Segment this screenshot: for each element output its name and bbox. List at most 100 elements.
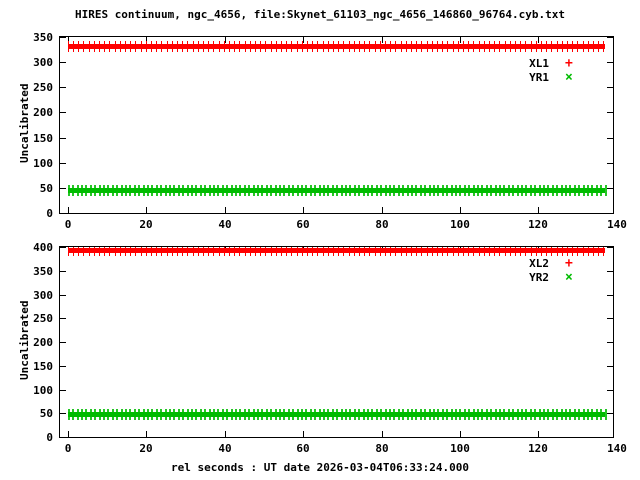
legend-marker-plus-icon: + [565,56,573,71]
x-tick-mark [146,431,147,437]
legend-entry-xl1: XL1 + [489,57,599,71]
y-tick-mark [60,247,66,248]
x-tick-mark [225,431,226,437]
x-tick-mark [538,207,539,213]
y-tick-mark [60,37,66,38]
y-tick-label: 150 [33,132,53,145]
y-tick-mark-right [607,437,613,438]
y-tick-label: 0 [46,431,53,444]
x-tick-mark-top [146,247,147,253]
y-tick-mark [60,413,66,414]
x-tick-label: 140 [607,218,627,231]
y-tick-mark [60,342,66,343]
y-tick-label: 0 [46,207,53,220]
x-tick-label: 120 [528,442,548,455]
y-tick-mark [60,437,66,438]
y-tick-mark [60,295,66,296]
y-tick-mark [60,390,66,391]
x-tick-label: 40 [218,442,232,455]
x-tick-mark [460,431,461,437]
y-tick-label: 300 [33,289,53,302]
y-tick-mark [60,213,66,214]
x-tick-mark [303,431,304,437]
x-tick-mark-top [303,37,304,43]
x-tick-mark [382,431,383,437]
y-tick-label: 100 [33,384,53,397]
legend-marker-plus-icon: + [565,256,573,271]
y-tick-mark [60,271,66,272]
x-tick-mark-top [225,247,226,253]
y-tick-mark-right [607,390,613,391]
x-tick-label: 140 [607,442,627,455]
y-tick-mark [60,112,66,113]
y-tick-label: 50 [39,407,53,420]
x-tick-mark [382,207,383,213]
x-tick-mark-top [68,247,69,253]
y-tick-label: 250 [33,81,53,94]
legend-marker-cross-icon: × [565,270,573,285]
legend-label: YR2 [529,271,549,284]
x-tick-mark-top [460,247,461,253]
y-tick-label: 150 [33,360,53,373]
x-tick-label: 120 [528,218,548,231]
x-tick-label: 100 [450,218,470,231]
x-tick-mark-top [538,247,539,253]
x-tick-label: 0 [64,218,72,231]
x-tick-mark-top [146,37,147,43]
y-tick-mark [60,87,66,88]
y-tick-mark [60,188,66,189]
y-tick-label: 50 [39,182,53,195]
x-tick-mark [460,207,461,213]
x-tick-label: 20 [139,218,153,231]
y-tick-mark [60,318,66,319]
x-tick-label: 60 [296,218,310,231]
x-tick-mark [538,431,539,437]
y-tick-label: 200 [33,106,53,119]
y-tick-mark-right [607,342,613,343]
legend-label: XL2 [529,257,549,270]
y-tick-mark [60,163,66,164]
x-tick-mark-top [382,247,383,253]
y-tick-mark-right [607,112,613,113]
y-tick-label: 100 [33,157,53,170]
x-tick-label: 40 [218,218,232,231]
x-tick-mark [303,207,304,213]
legend-entry-yr2: YR2 × [489,271,599,285]
x-tick-mark [225,207,226,213]
x-tick-mark-top [460,37,461,43]
legend-marker-cross-icon: × [565,70,573,85]
x-tick-mark-top [303,247,304,253]
series-band-xl2 [67,247,606,257]
y-tick-label: 400 [33,241,53,254]
x-tick-label: 80 [375,218,389,231]
legend-entry-yr1: YR1 × [489,71,599,85]
plot-panel-top: XL1 + YR1 × [59,36,614,214]
x-tick-label: 60 [296,442,310,455]
y-tick-mark-right [607,295,613,296]
series-band-yr1 [67,184,607,196]
y-tick-label: 350 [33,265,53,278]
y-tick-mark-right [607,413,613,414]
y-tick-label: 200 [33,336,53,349]
y-tick-mark-right [607,138,613,139]
y-tick-mark-right [607,87,613,88]
x-tick-mark-top [538,37,539,43]
x-tick-label: 20 [139,442,153,455]
x-tick-label: 80 [375,442,389,455]
y-tick-mark-right [607,271,613,272]
y-tick-mark-right [607,366,613,367]
x-tick-mark [68,431,69,437]
y-tick-mark-right [607,37,613,38]
x-tick-mark [146,207,147,213]
y-tick-mark-right [607,213,613,214]
y-tick-label: 250 [33,312,53,325]
legend-top: XL1 + YR1 × [489,57,599,85]
y-tick-mark-right [607,188,613,189]
y-tick-label: 350 [33,31,53,44]
page-title: HIRES continuum, ngc_4656, file:Skynet_6… [74,8,566,21]
y-axis-title-top: Uncalibrated [18,83,31,163]
x-tick-mark [68,207,69,213]
legend-label: YR1 [529,71,549,84]
x-tick-mark-top [68,37,69,43]
legend-label: XL1 [529,57,549,70]
